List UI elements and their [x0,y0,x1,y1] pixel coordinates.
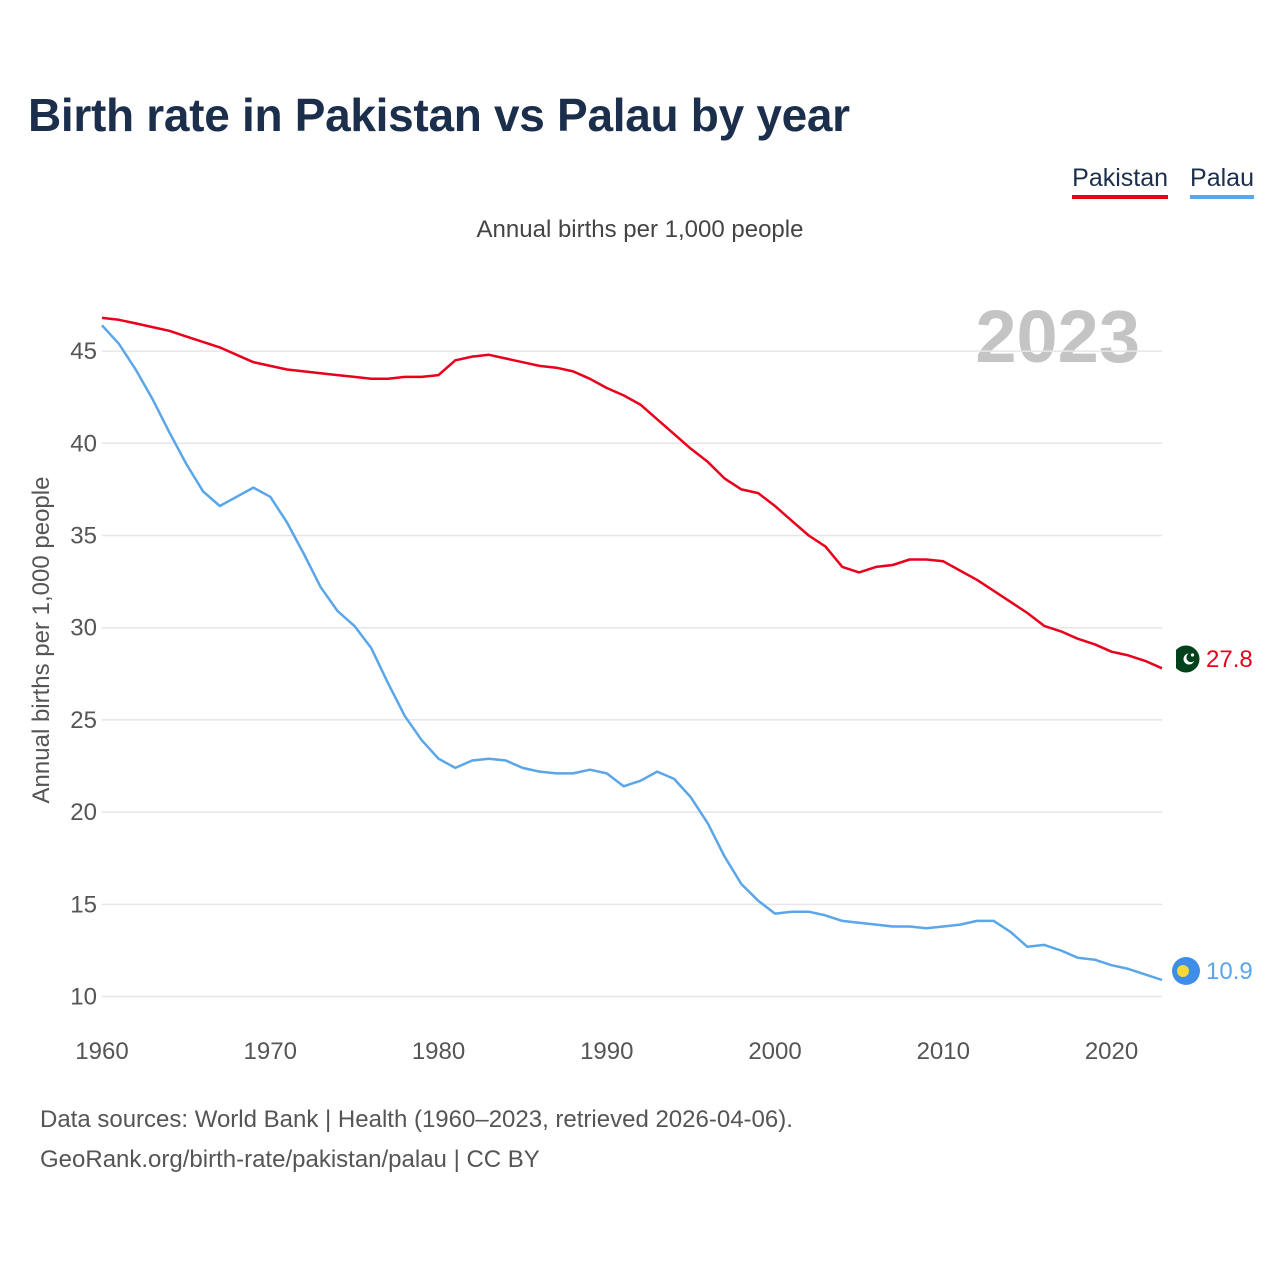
data-source-note: Data sources: World Bank | Health (1960–… [40,1106,793,1133]
x-axis-ticks: 1960 1970 1980 1990 2000 2010 2020 [75,1038,1138,1065]
x-tick-label-2020: 2020 [1085,1038,1138,1065]
x-tick-label-2010: 2010 [917,1038,970,1065]
y-tick-label-35: 35 [70,523,97,550]
x-tick-label-1960: 1960 [75,1038,128,1065]
y-tick-label-40: 40 [70,430,97,457]
chart-title: Birth rate in Pakistan vs Palau by year [28,89,850,141]
x-tick-label-2000: 2000 [748,1038,801,1065]
x-tick-label-1980: 1980 [412,1038,465,1065]
series-end-markers [1171,644,1201,985]
palau-flag-icon [1172,957,1200,985]
y-tick-label-25: 25 [70,707,97,734]
y-tick-label-10: 10 [70,984,97,1011]
palau-end-label: 10.9 [1206,958,1253,985]
gridlines [102,350,1162,998]
y-tick-label-20: 20 [70,799,97,826]
series-line-palau [101,324,1163,982]
y-tick-label-15: 15 [70,891,97,918]
series-line-pakistan [101,316,1163,670]
series-end-labels: 27.8 10.9 [1206,646,1253,985]
pakistan-end-label: 27.8 [1206,646,1253,673]
x-tick-label-1970: 1970 [244,1038,297,1065]
legend-item-palau[interactable]: Palau [1190,164,1254,199]
x-tick-label-1990: 1990 [580,1038,633,1065]
y-tick-label-30: 30 [70,615,97,642]
series-lines [101,316,1163,982]
chart-subtitle: Annual births per 1,000 people [476,216,804,243]
y-tick-label-45: 45 [70,338,97,365]
legend-item-pakistan[interactable]: Pakistan [1072,164,1169,199]
pakistan-flag-icon [1171,644,1201,674]
year-watermark: 2023 [975,295,1140,378]
y-axis-ticks: 10 15 20 25 30 35 40 45 [70,338,97,1010]
legend: Pakistan Palau [1072,164,1254,199]
source-link[interactable]: GeoRank.org/birth-rate/pakistan/palau | … [40,1146,540,1173]
